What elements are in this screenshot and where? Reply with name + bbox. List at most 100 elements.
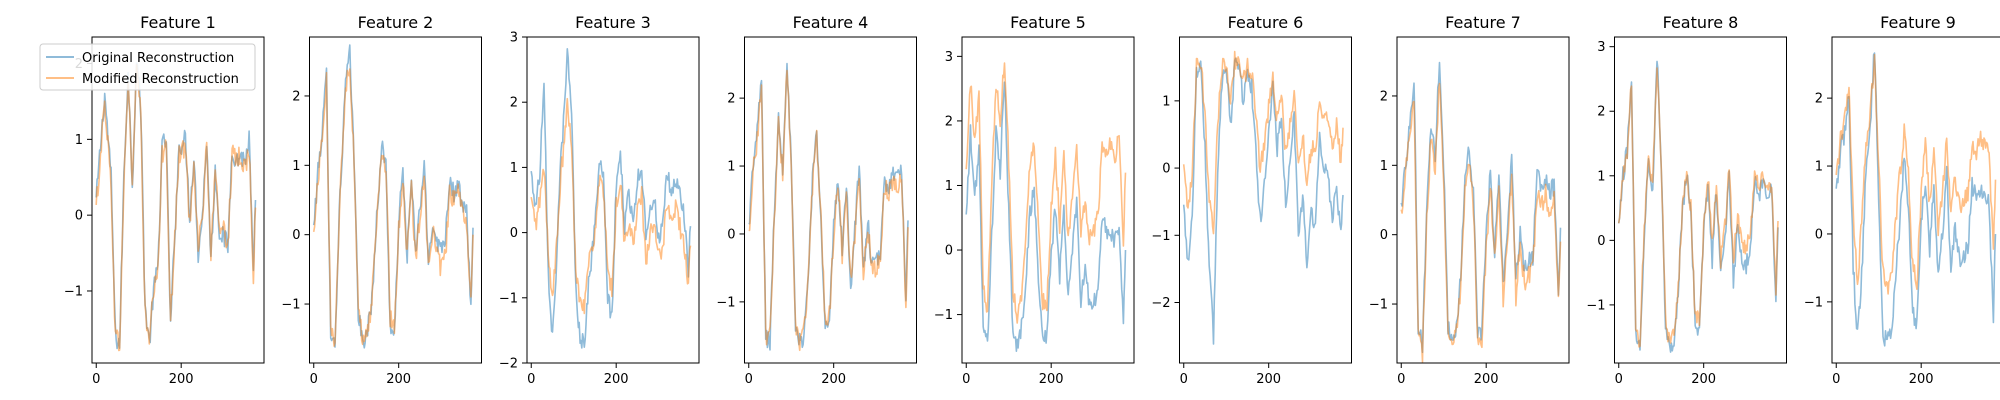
- series-line-original: [530, 48, 692, 349]
- legend-label-modified: Modified Reconstruction: [82, 72, 239, 87]
- y-tick-label: 3: [510, 31, 518, 46]
- y-tick-label: 3: [1597, 40, 1605, 55]
- series-line-modified: [530, 97, 692, 315]
- axes-frame: [1179, 36, 1352, 364]
- panel-title: Feature 9: [1880, 13, 1956, 32]
- y-tick-label: 0: [1162, 162, 1170, 177]
- y-tick-label: 1: [292, 159, 300, 174]
- x-tick-label: 0: [92, 372, 100, 387]
- panel-title: Feature 8: [1663, 13, 1739, 32]
- series-line-original: [1400, 61, 1562, 354]
- y-tick-label: −1: [934, 308, 953, 323]
- x-tick-label: 0: [745, 372, 753, 387]
- series-line-modified: [95, 64, 257, 352]
- y-tick-label: 2: [945, 114, 953, 129]
- axes-frame: [1831, 36, 2000, 364]
- x-tick-label: 0: [527, 372, 535, 387]
- series-line-original: [1835, 52, 1997, 347]
- y-tick-label: −1: [1151, 229, 1170, 244]
- x-tick-label: 200: [1474, 372, 1499, 387]
- y-tick-label: −1: [716, 295, 735, 310]
- y-tick-label: −1: [1804, 295, 1823, 310]
- x-tick-label: 200: [1691, 372, 1716, 387]
- x-tick-label: 0: [1832, 372, 1840, 387]
- panel-title: Feature 4: [793, 13, 869, 32]
- y-tick-label: 3: [945, 50, 953, 65]
- y-tick-label: 2: [292, 89, 300, 104]
- x-tick-label: 200: [821, 372, 846, 387]
- y-tick-label: −1: [1369, 298, 1388, 313]
- x-tick-label: 0: [1180, 372, 1188, 387]
- y-tick-label: 2: [1815, 92, 1823, 107]
- y-tick-label: −1: [499, 291, 518, 306]
- x-tick-label: 0: [1615, 372, 1623, 387]
- panel-title: Feature 6: [1228, 13, 1304, 32]
- y-tick-label: 1: [945, 179, 953, 194]
- panel-title: Feature 7: [1445, 13, 1521, 32]
- x-tick-label: 200: [169, 372, 194, 387]
- series-line-original: [1617, 60, 1779, 353]
- axes-frame: [91, 36, 265, 364]
- series-line-original: [748, 62, 909, 351]
- panel-6: 0 200 −2 −1 0 1 Feature 6: [1151, 13, 1352, 387]
- x-tick-label: 200: [604, 372, 629, 387]
- x-tick-label: 200: [1909, 372, 1934, 387]
- axes-frame: [744, 36, 917, 364]
- y-tick-label: 0: [945, 244, 953, 259]
- series-line-modified: [1400, 82, 1562, 363]
- panel-title: Feature 2: [358, 13, 434, 32]
- y-tick-label: −2: [499, 357, 518, 372]
- y-tick-label: 2: [1380, 89, 1388, 104]
- panel-title: Feature 1: [140, 13, 216, 32]
- y-tick-label: 0: [1380, 228, 1388, 243]
- panel-7: 0 200 −1 0 1 2 Feature 7: [1369, 13, 1570, 387]
- series-line-modified: [965, 62, 1127, 324]
- y-tick-label: 0: [292, 228, 300, 243]
- y-tick-label: 2: [510, 96, 518, 111]
- y-tick-label: 0: [75, 209, 83, 224]
- y-tick-label: −1: [281, 298, 300, 313]
- series-line-original: [1182, 57, 1344, 345]
- series-line-modified: [1835, 53, 1997, 295]
- y-tick-label: 1: [727, 160, 735, 175]
- panel-4: 0 200 −1 0 1 2 Feature 4: [716, 13, 917, 387]
- legend-box: [39, 43, 256, 91]
- legend-label-original: Original Reconstruction: [82, 51, 234, 66]
- series-line-modified: [1182, 50, 1344, 235]
- y-tick-label: 1: [1162, 94, 1170, 109]
- panel-5: 0 200 −1 0 1 2 3 Feature 5: [934, 13, 1135, 387]
- y-tick-label: 1: [510, 161, 518, 176]
- panel-8: 0 200 −1 0 1 2 3 Feature 8: [1586, 13, 1787, 387]
- y-tick-label: −1: [64, 284, 83, 299]
- x-tick-label: 0: [1397, 372, 1405, 387]
- legend: Original Reconstruction Modified Reconstr…: [39, 43, 256, 91]
- axes-frame: [526, 36, 700, 364]
- y-tick-label: 0: [1815, 227, 1823, 242]
- series-line-modified: [748, 69, 909, 352]
- series-line-original: [965, 81, 1127, 352]
- x-tick-label: 200: [386, 372, 411, 387]
- axes-frame: [1396, 36, 1570, 364]
- x-tick-label: 0: [962, 372, 970, 387]
- y-tick-label: 2: [1597, 105, 1605, 120]
- series-line-modified: [1617, 67, 1779, 348]
- axes-frame: [1614, 36, 1787, 364]
- y-tick-label: 1: [75, 133, 83, 148]
- y-tick-label: 2: [727, 92, 735, 107]
- y-tick-label: 1: [1380, 159, 1388, 174]
- panel-3: 0 200 −2 −1 0 1 2 3 Feature 3: [499, 13, 700, 387]
- x-tick-label: 0: [310, 372, 318, 387]
- panel-2: 0 200 −1 0 1 2 Feature 2: [281, 13, 482, 387]
- y-tick-label: 0: [727, 227, 735, 242]
- x-tick-label: 200: [1256, 372, 1281, 387]
- x-tick-label: 200: [1039, 372, 1064, 387]
- y-tick-label: −1: [1586, 298, 1605, 313]
- y-tick-label: 0: [1597, 234, 1605, 249]
- series-line-modified: [312, 68, 474, 347]
- y-tick-label: 1: [1815, 160, 1823, 175]
- panel-9: 0 200 −1 0 1 2 Feature 9: [1804, 13, 2000, 387]
- y-tick-label: 1: [1597, 169, 1605, 184]
- panel-title: Feature 5: [1010, 13, 1086, 32]
- axes-frame: [309, 36, 482, 364]
